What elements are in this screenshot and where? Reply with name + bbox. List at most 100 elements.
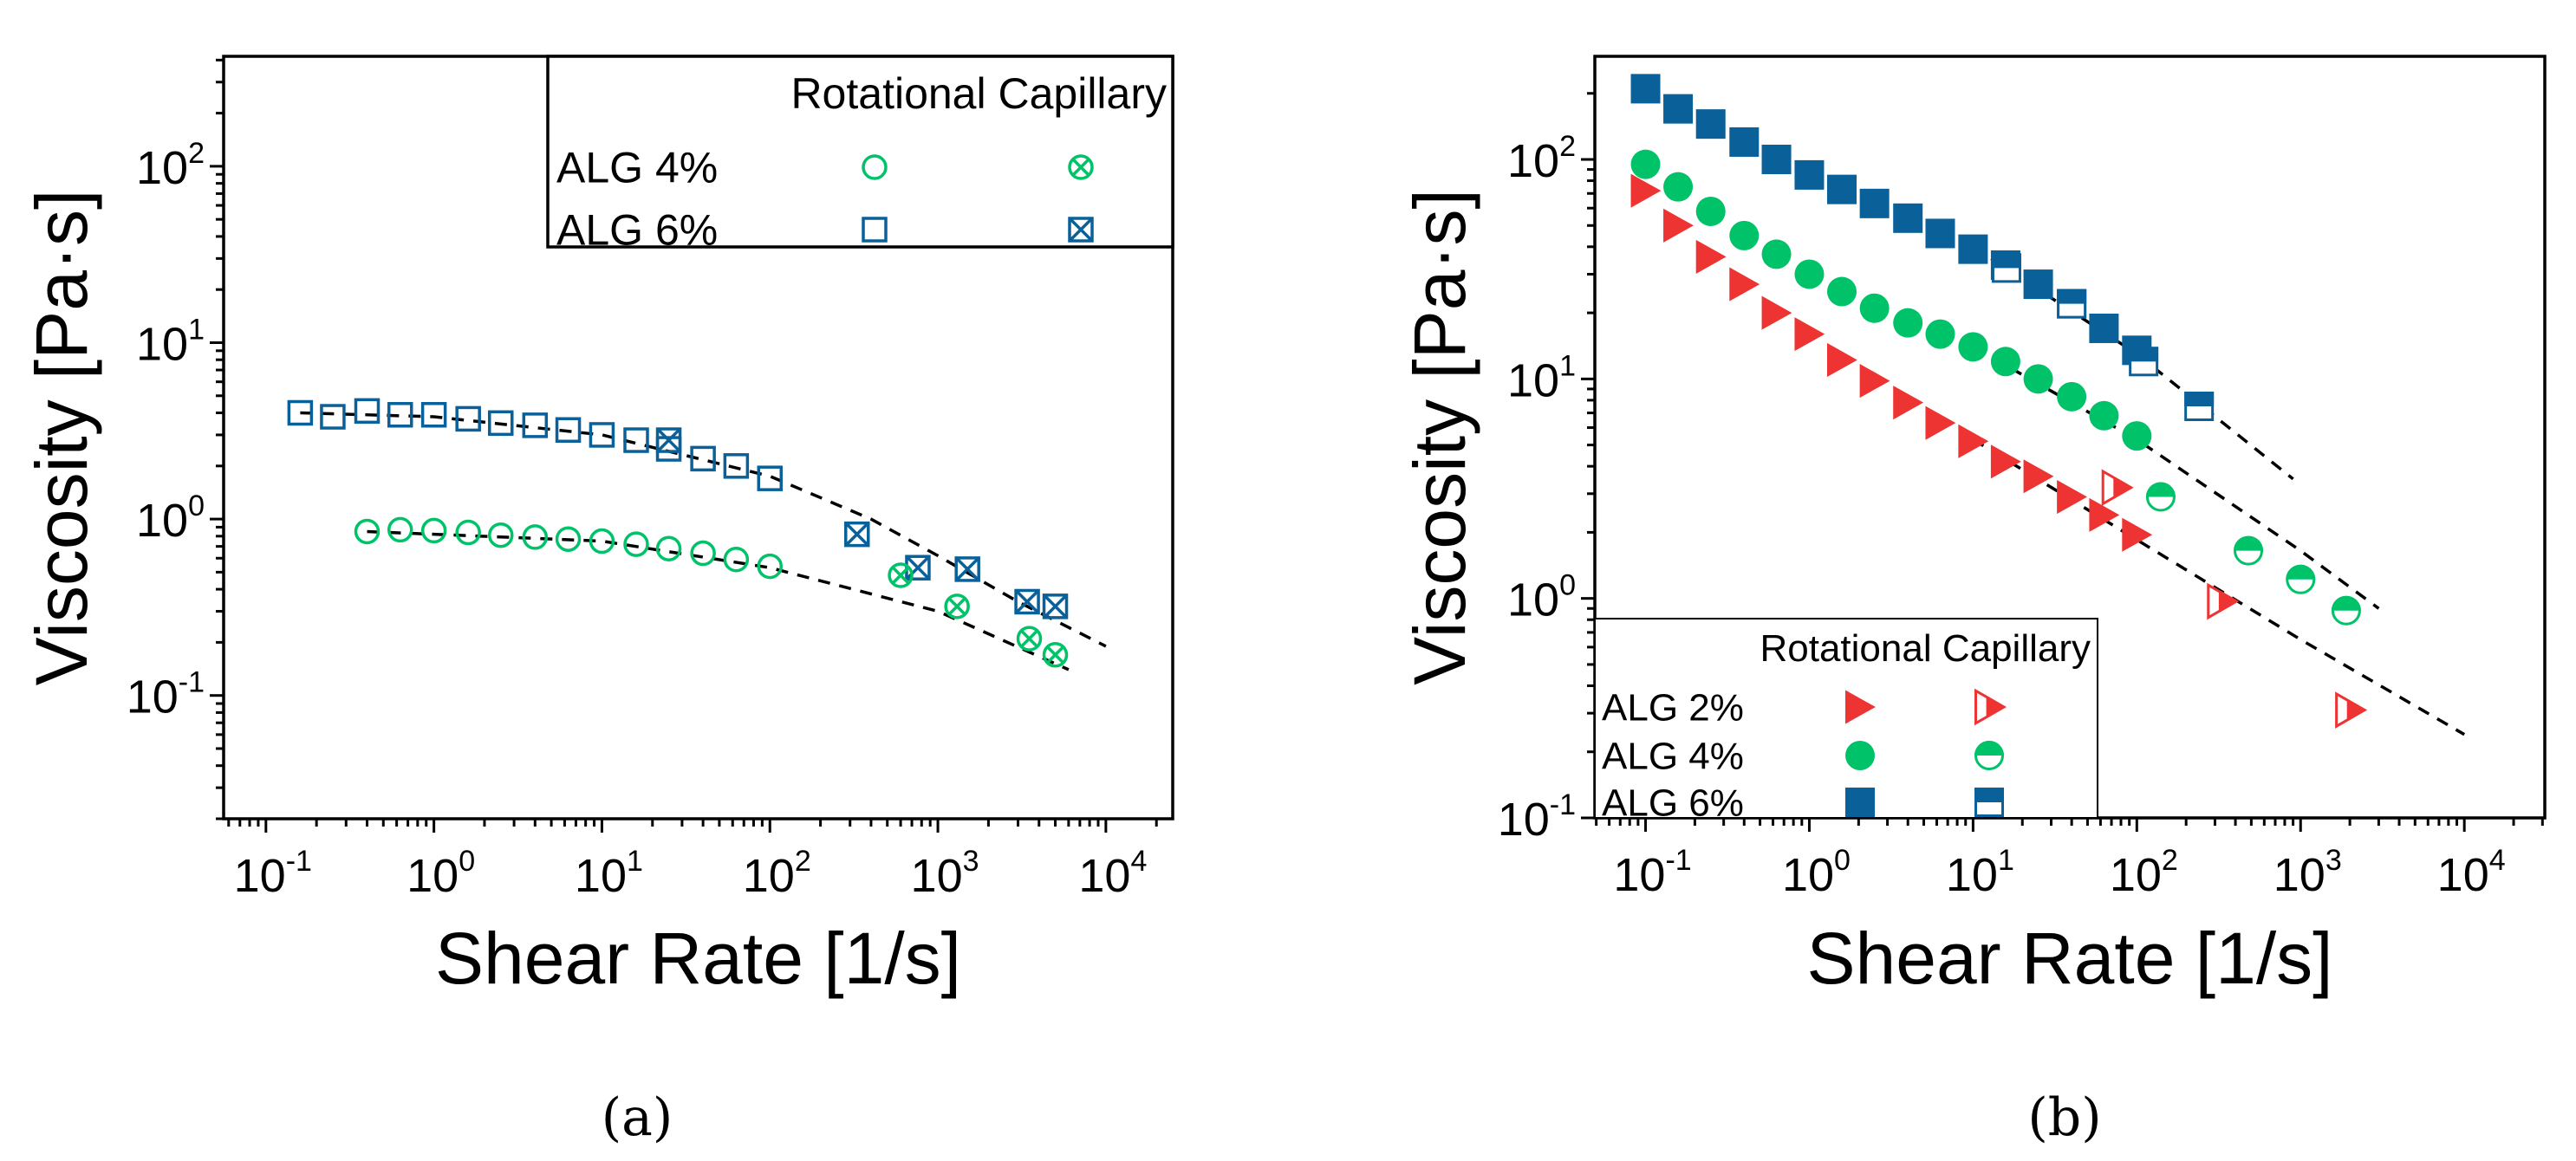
square-marker: [2023, 269, 2053, 300]
panel-label-b: (b): [2027, 1087, 2101, 1148]
legend-label: ALG 4%: [1602, 735, 1744, 777]
circle-marker: [2089, 400, 2119, 431]
triangle-marker: [1990, 444, 2021, 479]
tick-base: 10: [136, 318, 188, 370]
square-marker: [320, 404, 346, 430]
data-point: [522, 412, 549, 438]
square-marker: [420, 402, 447, 428]
fit-line: [1972, 345, 2380, 610]
circle-marker: [690, 540, 716, 567]
legend-marker-rotational: [1845, 788, 1875, 817]
half-fill: [2234, 535, 2264, 551]
data-point: [1761, 145, 1792, 175]
circle-marker: [1958, 332, 1988, 362]
triangle-marker: [1663, 208, 1694, 243]
data-point: [1729, 220, 1760, 250]
cross-mark: [1071, 158, 1090, 177]
x-tick-label: 104: [1078, 845, 1147, 902]
data-point: [2207, 582, 2240, 620]
data-point: [723, 546, 750, 573]
tick-base: 10: [1078, 850, 1130, 902]
tick-base: 10: [1613, 849, 1665, 901]
square-marker: [954, 556, 980, 582]
tick-exponent: 1: [1559, 349, 1576, 382]
tick-exponent: 2: [188, 137, 205, 170]
data-point: [1695, 196, 1726, 226]
square-marker: [1859, 188, 1890, 218]
data-point: [623, 427, 649, 453]
circle-marker: [944, 593, 970, 619]
square-marker: [1893, 203, 1923, 233]
circle-marker: [1761, 239, 1792, 269]
y-axis-title: Viscosity [Pa·s]: [1399, 189, 1480, 685]
data-series: [1991, 253, 2215, 421]
half-fill: [2145, 482, 2176, 497]
circle-marker: [1695, 196, 1726, 226]
triangle-marker: [2057, 479, 2087, 515]
square-marker: [1925, 218, 1955, 249]
data-point: [455, 519, 481, 546]
tick-exponent: 2: [795, 845, 811, 878]
data-point: [690, 540, 716, 567]
square-marker: [455, 405, 481, 432]
data-series: [655, 427, 1069, 619]
legend-header: Rotational Capillary: [1760, 627, 2091, 670]
data-point: [888, 562, 914, 588]
data-point: [589, 422, 615, 448]
tick-exponent: 1: [627, 845, 643, 878]
data-point: [1630, 74, 1661, 104]
legend-marker-capillary: [1068, 154, 1094, 180]
y-tick-label: 100: [1507, 569, 1576, 626]
y-tick-label: 10-1: [127, 666, 205, 723]
circle-marker: [522, 524, 549, 550]
x-tick-label: 101: [1946, 844, 2014, 901]
circle-marker: [623, 531, 649, 557]
square-marker: [1663, 94, 1694, 124]
cross-mark: [656, 427, 681, 453]
cross-mark: [954, 556, 980, 582]
cross-mark: [1014, 589, 1040, 614]
data-point: [2101, 469, 2134, 506]
data-point: [1826, 174, 1857, 204]
data-point: [757, 465, 783, 491]
tick-base: 10: [1507, 574, 1559, 626]
circle-marker: [1729, 220, 1760, 250]
square-marker: [1826, 174, 1857, 204]
tick-exponent: 4: [2489, 844, 2506, 877]
data-point: [655, 535, 682, 561]
axis-ticks: [210, 58, 1158, 833]
y-axis-title: Viscosity [Pa·s]: [21, 190, 102, 686]
fit-line: [300, 411, 1107, 648]
data-point: [655, 427, 682, 453]
circle-marker: [455, 519, 481, 546]
y-tick-label: 102: [136, 137, 205, 194]
square-marker: [862, 217, 888, 243]
data-point: [1826, 276, 1857, 307]
data-point: [757, 553, 783, 580]
tick-exponent: -1: [1550, 788, 1576, 821]
data-point: [522, 524, 549, 550]
data-point: [1695, 109, 1726, 139]
data-point: [555, 417, 582, 443]
tick-base: 10: [407, 850, 459, 902]
data-series: [2101, 469, 2368, 729]
tick-base: 10: [136, 495, 188, 547]
tick-base: 10: [911, 850, 963, 902]
circle-marker: [2023, 364, 2053, 394]
circle-marker: [487, 522, 514, 548]
tick-base: 10: [743, 850, 795, 902]
half-fill: [1991, 253, 2021, 269]
data-point: [1042, 642, 1069, 668]
cross-mark: [1043, 593, 1068, 619]
x-tick-label: 102: [2110, 844, 2178, 901]
triangle-marker: [1695, 239, 1727, 274]
x-tick-label: 104: [2437, 844, 2506, 901]
square-marker: [287, 399, 314, 426]
cross-mark: [905, 555, 931, 580]
square-marker: [1695, 109, 1726, 139]
half-fill: [1974, 788, 2004, 802]
triangle-marker: [1958, 424, 1989, 458]
data-point: [2023, 269, 2053, 300]
data-point: [455, 405, 481, 432]
